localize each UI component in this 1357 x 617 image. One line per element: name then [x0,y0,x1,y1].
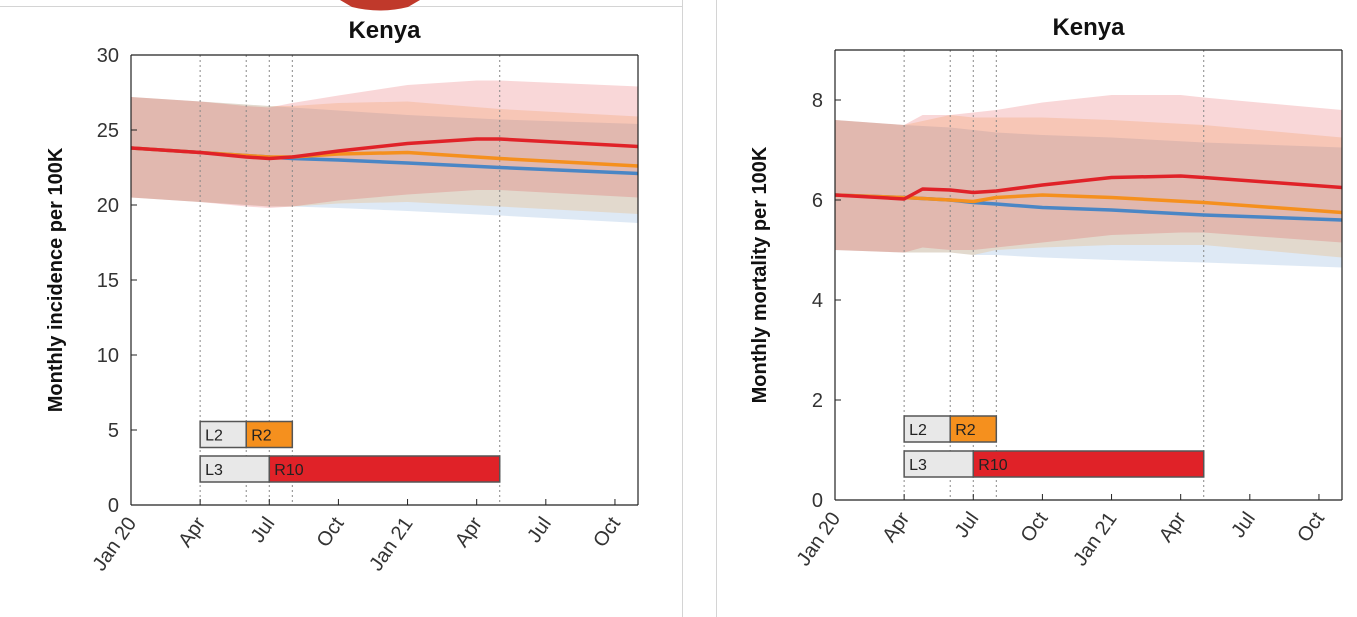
intervention-label: L3 [909,457,927,474]
intervention-box-l3 [199,455,271,483]
x-tick-label: Jan 20 [793,508,845,570]
uncertainty-band-0 [131,97,638,223]
y-axis-label: Monthly incidence per 100K [45,147,67,412]
x-tick-label: Apr [878,508,914,546]
y-tick-label: 8 [812,90,823,112]
chart-title: Kenya [1052,14,1125,41]
series-line-1 [835,193,1342,215]
x-tick-label: Oct [313,513,349,551]
x-tick-label: Oct [589,513,625,551]
x-tick-label: Jul [951,508,984,542]
y-tick-label: 0 [812,490,823,512]
y-tick-label: 30 [97,45,119,67]
x-tick-label: Apr [1155,508,1191,546]
y-tick-label: 0 [108,495,119,517]
y-axis-label: Monthly mortality per 100K [749,146,771,403]
y-tick-label: 25 [97,120,119,142]
left-panel-frame-top [0,6,682,7]
uncertainty-band-1 [835,115,1342,258]
intervention-box-l2 [903,415,951,443]
x-tick-label: Oct [1017,508,1053,546]
intervention-label: L2 [205,428,223,445]
intervention-label: R10 [978,457,1007,474]
x-tick-label: Jul [523,513,556,547]
uncertainty-band-1 [131,97,638,214]
intervention-label: R10 [274,462,303,479]
plot-content [131,55,638,505]
series-line-2 [835,174,1342,201]
uncertainty-band-2 [835,95,1342,253]
y-tick-label: 15 [97,270,119,292]
x-tick-label: Apr [451,513,487,551]
plot-content [835,50,1342,500]
x-tick-label: Jul [247,513,280,547]
intervention-label: R2 [955,422,976,439]
top-edge-decoration [340,0,420,11]
intervention-label: L3 [205,462,223,479]
intervention-label: L2 [909,422,927,439]
x-tick-label: Apr [174,513,210,551]
y-tick-label: 20 [97,195,119,217]
x-tick-label: Oct [1293,508,1329,546]
series-line-2 [131,137,638,161]
intervention-label: R2 [251,428,272,445]
x-tick-label: Jul [1227,508,1260,542]
uncertainty-band-0 [835,120,1342,268]
right-panel-frame-left [716,0,717,617]
intervention-box-l2 [199,420,247,449]
intervention-box-r10 [268,455,501,483]
intervention-box-r2 [245,420,294,449]
y-tick-label: 10 [97,345,119,367]
chart-title: Kenya [348,17,421,44]
left-panel-frame-right [682,0,683,617]
x-tick-label: Jan 21 [1069,508,1121,570]
y-tick-label: 6 [812,190,823,212]
x-tick-label: Jan 21 [365,513,417,575]
y-tick-label: 2 [812,390,823,412]
intervention-box-r10 [972,450,1205,478]
intervention-box-r2 [949,415,998,443]
y-tick-label: 4 [812,290,823,312]
incidence-chart: L2 R2 L3 R10 0 5 10 15 20 25 30 Jan 20 Apr Jul Oct Jan … [45,17,639,575]
x-tick-label: Jan 20 [89,513,141,575]
mortality-chart: L2 R2 L3 R10 0 2 4 6 8 Jan 20 Apr Jul Oct Jan 21 Apr Ju… [749,14,1343,570]
y-tick-label: 5 [108,420,119,442]
